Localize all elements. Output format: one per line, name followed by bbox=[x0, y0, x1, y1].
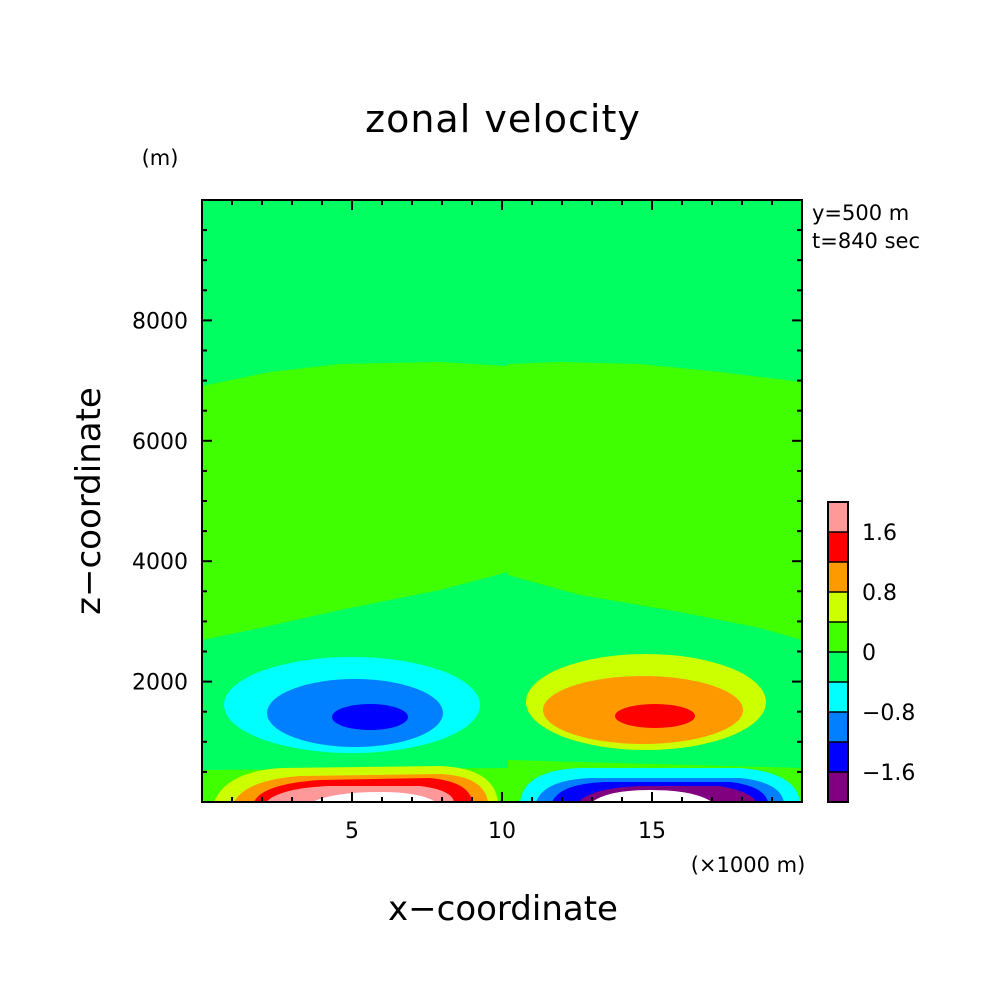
colorbar-swatch bbox=[828, 772, 848, 802]
colorbar-swatch bbox=[828, 502, 848, 532]
colorbar-label: 0.8 bbox=[862, 581, 897, 606]
colorbar-swatch bbox=[828, 652, 848, 682]
colorbar-swatch bbox=[828, 592, 848, 622]
colorbar-swatch bbox=[828, 682, 848, 712]
x-unit-label: (×1000 m) bbox=[691, 853, 806, 877]
contour-fill-upper-right bbox=[508, 200, 802, 382]
contour-fill-middle-right bbox=[508, 575, 802, 655]
contour-fill-right-core-inner bbox=[615, 704, 695, 728]
y-unit-label: (m) bbox=[142, 146, 179, 170]
y-tick-label: 4000 bbox=[132, 550, 188, 575]
x-tick-label: 15 bbox=[638, 819, 666, 844]
colorbar: 1.6 0.8 0 −0.8 −1.6 bbox=[827, 501, 915, 803]
contour-fill-left-core-inner bbox=[332, 704, 408, 730]
colorbar-label: 1.6 bbox=[862, 521, 897, 546]
annotation-y: y=500 m bbox=[812, 201, 909, 225]
contour-plot-area bbox=[201, 199, 803, 803]
y-tick-label: 2000 bbox=[132, 671, 188, 696]
x-tick-label: 10 bbox=[488, 819, 516, 844]
colorbar-swatch bbox=[828, 742, 848, 772]
colorbar-label: −0.8 bbox=[862, 701, 915, 726]
colorbar-label: −1.6 bbox=[862, 761, 915, 786]
colorbar-swatch bbox=[828, 622, 848, 652]
y-axis-label: z−coordinate bbox=[69, 387, 109, 615]
y-tick-label: 6000 bbox=[132, 430, 188, 455]
x-axis: 5 10 15 bbox=[231, 200, 773, 844]
x-tick-label: 5 bbox=[345, 819, 359, 844]
colorbar-swatch bbox=[828, 712, 848, 742]
colorbar-swatch bbox=[828, 562, 848, 592]
x-axis-label: x−coordinate bbox=[388, 889, 618, 929]
colorbar-label: 0 bbox=[862, 641, 876, 666]
chart-title: zonal velocity bbox=[365, 97, 641, 141]
y-tick-label: 8000 bbox=[132, 309, 188, 334]
annotation-t: t=840 sec bbox=[812, 229, 920, 253]
contour-fill-upper-left bbox=[202, 200, 508, 386]
y-axis: 2000 4000 6000 8000 bbox=[132, 229, 802, 773]
colorbar-swatch bbox=[828, 532, 848, 562]
contour-fill-surface-pos-5 bbox=[312, 792, 436, 802]
